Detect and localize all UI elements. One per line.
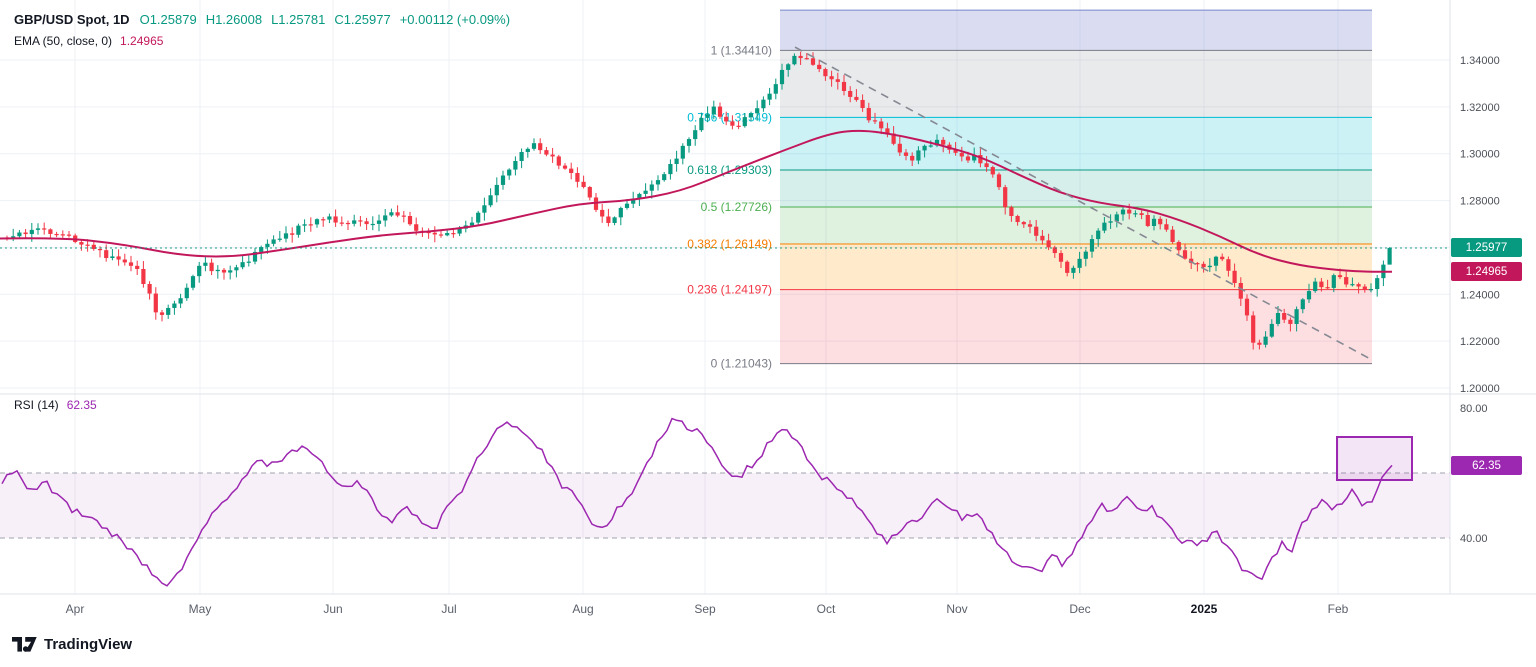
time-axis-label[interactable]: Dec: [1069, 602, 1090, 616]
time-axis-label[interactable]: Oct: [817, 602, 836, 616]
ema-value-badge: 1.24965: [1451, 262, 1522, 281]
ema-value: 1.24965: [120, 34, 164, 48]
time-axis-label[interactable]: 2025: [1191, 602, 1218, 616]
fib-level-label: 0.5 (1.27726): [701, 200, 772, 214]
time-axis-label[interactable]: Jun: [323, 602, 342, 616]
rsi-legend: RSI (14) 62.35: [14, 398, 97, 412]
ohlc-open: O1.25879: [139, 12, 197, 27]
ema-row: EMA (50, close, 0) 1.24965: [14, 32, 519, 51]
price-axis-label: 1.34000: [1460, 55, 1500, 67]
rsi-panel: [0, 417, 1450, 587]
candles-layer: [4, 51, 1392, 350]
price-axis-label: 1.28000: [1460, 196, 1500, 208]
price-axis-label: 1.32000: [1460, 102, 1500, 114]
fib-retracement[interactable]: 1 (1.34410)0.786 (1.31549)0.618 (1.29303…: [687, 9, 1372, 371]
time-axis-label[interactable]: Feb: [1328, 602, 1349, 616]
time-axis-label[interactable]: Nov: [946, 602, 967, 616]
rsi-axis-label: 80.00: [1460, 403, 1488, 415]
ohlc-high: H1.26008: [205, 12, 263, 27]
price-axis-label: 1.22000: [1460, 336, 1500, 348]
rsi-line[interactable]: [1, 417, 1393, 587]
time-axis-label[interactable]: Sep: [694, 602, 716, 616]
fib-level-label: 1 (1.34410): [711, 43, 772, 57]
downtrend-line[interactable]: [794, 46, 1373, 361]
rsi-value-badge: 62.35: [1451, 456, 1522, 475]
fib-level-label: 0.236 (1.24197): [687, 283, 772, 297]
price-panel: 1 (1.34410)0.786 (1.31549)0.618 (1.29303…: [0, 9, 1392, 371]
fib-level-label: 0.618 (1.29303): [687, 163, 772, 177]
gridlines: [0, 0, 1450, 594]
price-axis-label: 1.24000: [1460, 289, 1500, 301]
rsi-value: 62.35: [66, 398, 97, 412]
tradingview-mark-icon: [12, 637, 37, 652]
rsi-label[interactable]: RSI (14): [14, 398, 59, 412]
tradingview-label: TradingView: [44, 636, 133, 653]
tradingview-logo[interactable]: TradingView: [12, 636, 132, 653]
symbol-row: GBP/USD Spot, 1D O1.25879 H1.26008 L1.25781…: [14, 10, 519, 29]
last-price-badge: 1.25977: [1451, 238, 1522, 257]
time-axis-label[interactable]: May: [189, 602, 212, 616]
fib-level-label: 0 (1.21043): [711, 357, 772, 371]
fib-level-label: 0.382 (1.26149): [687, 237, 772, 251]
time-axis-label[interactable]: Aug: [572, 602, 593, 616]
price-axis-label: 1.20000: [1460, 383, 1500, 395]
price-axis-label: 1.30000: [1460, 149, 1500, 161]
chart-legend: GBP/USD Spot, 1D O1.25879 H1.26008 L1.25781…: [14, 10, 519, 51]
price-change: +0.00112 (+0.09%): [399, 12, 511, 27]
time-axis-label[interactable]: Jul: [441, 602, 456, 616]
rsi-highlight-box[interactable]: [1336, 436, 1413, 481]
ema-line[interactable]: [0, 129, 1392, 273]
time-axis-label[interactable]: Apr: [66, 602, 85, 616]
symbol-title[interactable]: GBP/USD Spot, 1D: [14, 12, 130, 27]
rsi-axis-label: 40.00: [1460, 533, 1488, 545]
ohlc-low: L1.25781: [271, 12, 326, 27]
ohlc-close: C1.25977: [334, 12, 391, 27]
ema-label[interactable]: EMA (50, close, 0): [14, 34, 113, 48]
